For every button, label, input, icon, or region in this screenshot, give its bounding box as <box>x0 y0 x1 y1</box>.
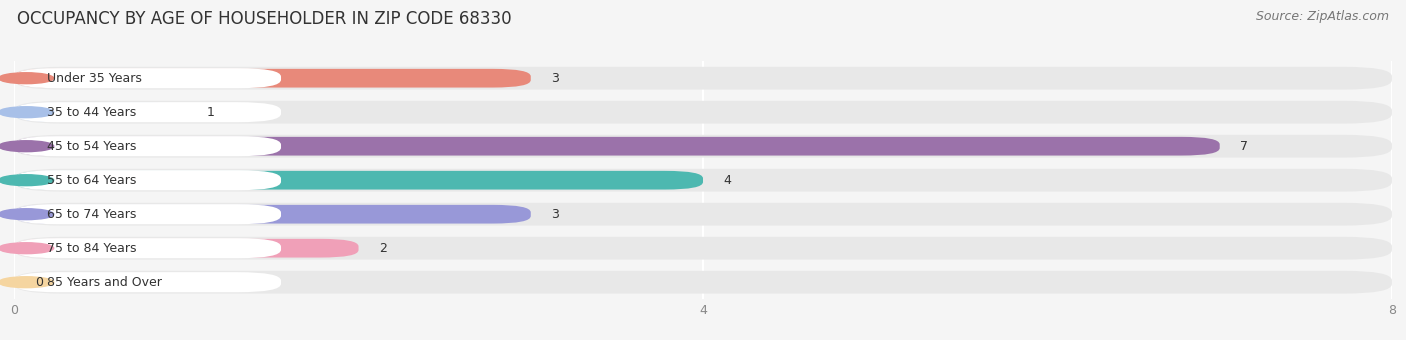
FancyBboxPatch shape <box>14 237 1392 260</box>
FancyBboxPatch shape <box>14 69 531 88</box>
FancyBboxPatch shape <box>14 238 281 258</box>
FancyBboxPatch shape <box>14 170 281 190</box>
Text: 4: 4 <box>724 174 731 187</box>
FancyBboxPatch shape <box>14 103 186 122</box>
FancyBboxPatch shape <box>14 102 281 122</box>
Text: 45 to 54 Years: 45 to 54 Years <box>46 140 136 153</box>
Text: OCCUPANCY BY AGE OF HOUSEHOLDER IN ZIP CODE 68330: OCCUPANCY BY AGE OF HOUSEHOLDER IN ZIP C… <box>17 10 512 28</box>
FancyBboxPatch shape <box>14 68 281 88</box>
Text: Source: ZipAtlas.com: Source: ZipAtlas.com <box>1256 10 1389 23</box>
Text: 65 to 74 Years: 65 to 74 Years <box>46 208 136 221</box>
Text: 3: 3 <box>551 72 560 85</box>
FancyBboxPatch shape <box>14 272 281 292</box>
Text: 35 to 44 Years: 35 to 44 Years <box>46 106 136 119</box>
Circle shape <box>0 73 53 84</box>
Text: 3: 3 <box>551 208 560 221</box>
Text: 85 Years and Over: 85 Years and Over <box>46 276 162 289</box>
Text: 75 to 84 Years: 75 to 84 Years <box>46 242 136 255</box>
FancyBboxPatch shape <box>14 271 1392 294</box>
Circle shape <box>0 107 53 118</box>
FancyBboxPatch shape <box>14 67 1392 89</box>
FancyBboxPatch shape <box>14 203 1392 226</box>
Text: Under 35 Years: Under 35 Years <box>46 72 142 85</box>
FancyBboxPatch shape <box>14 171 703 190</box>
Text: 0: 0 <box>35 276 42 289</box>
Circle shape <box>0 141 53 152</box>
FancyBboxPatch shape <box>14 101 1392 123</box>
Text: 2: 2 <box>380 242 387 255</box>
FancyBboxPatch shape <box>14 204 281 224</box>
FancyBboxPatch shape <box>14 135 1392 158</box>
FancyBboxPatch shape <box>14 205 531 224</box>
Circle shape <box>0 277 53 288</box>
Circle shape <box>0 175 53 186</box>
FancyBboxPatch shape <box>14 239 359 258</box>
FancyBboxPatch shape <box>14 169 1392 192</box>
FancyBboxPatch shape <box>14 137 1219 156</box>
Text: 7: 7 <box>1240 140 1249 153</box>
FancyBboxPatch shape <box>14 136 281 156</box>
Circle shape <box>0 209 53 220</box>
Text: 1: 1 <box>207 106 215 119</box>
Text: 55 to 64 Years: 55 to 64 Years <box>46 174 136 187</box>
Circle shape <box>0 243 53 254</box>
